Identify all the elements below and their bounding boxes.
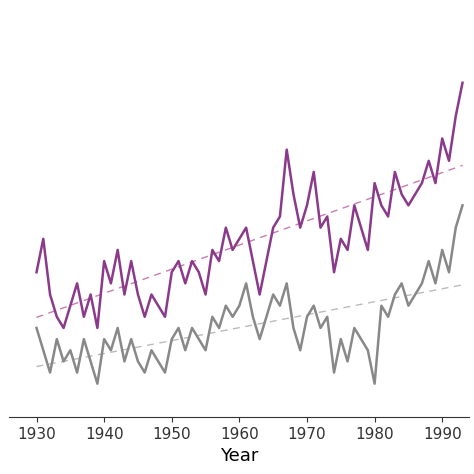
X-axis label: Year: Year — [220, 447, 258, 465]
